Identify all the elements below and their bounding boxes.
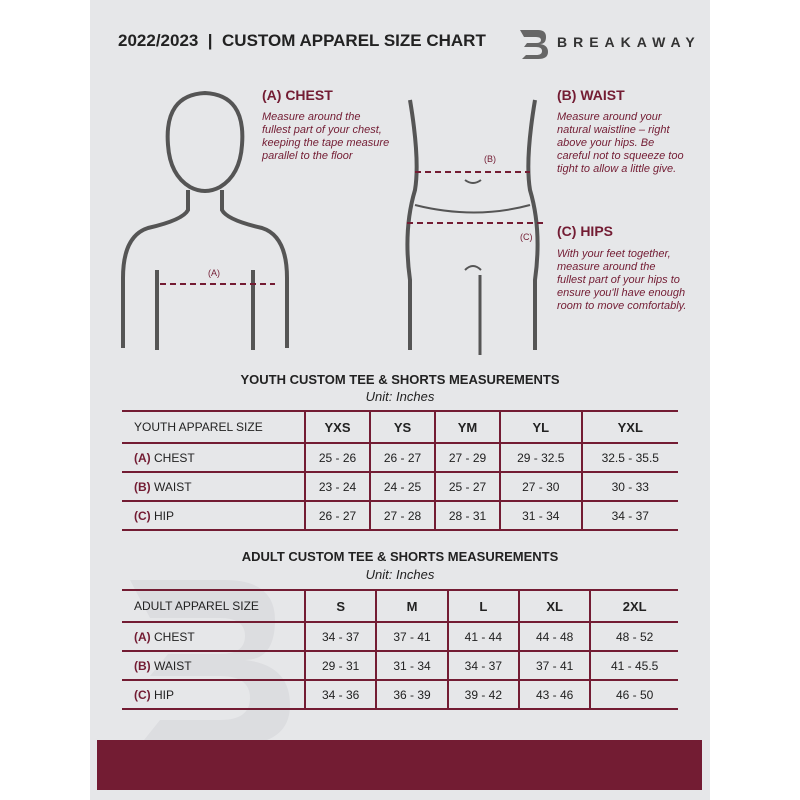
hips-instructions: With your feet together, measure around … bbox=[557, 248, 687, 312]
header-cell: YXL bbox=[580, 411, 678, 444]
value-cell: 44 - 48 bbox=[517, 622, 591, 652]
value-cell: 29 - 32.5 bbox=[499, 443, 582, 473]
header-cell: ADULT APPAREL SIZE bbox=[122, 590, 305, 623]
chest-marker: (A) bbox=[208, 268, 220, 278]
header-cell: L bbox=[446, 590, 519, 623]
value-cell: 27 - 30 bbox=[499, 472, 582, 502]
table-row: (B) WAIST 29 - 31 31 - 34 34 - 37 37 - 41 41 … bbox=[122, 651, 678, 681]
brand-name: BREAKAWAY bbox=[557, 34, 701, 50]
value-cell: 34 - 37 bbox=[580, 501, 678, 531]
header-cell: YS bbox=[369, 411, 435, 444]
measurement-label: (B) WAIST bbox=[122, 472, 305, 502]
measurement-name: HIP bbox=[154, 687, 175, 702]
table-header-row: ADULT APPAREL SIZE S M L XL 2XL bbox=[122, 590, 678, 623]
measurement-code: (C) bbox=[134, 508, 151, 523]
header-cell: 2XL bbox=[589, 590, 678, 623]
measurement-name: HIP bbox=[154, 508, 175, 523]
page-title: 2022/2023 | CUSTOM APPAREL SIZE CHART bbox=[118, 31, 486, 50]
youth-size-table: YOUTH APPAREL SIZE YXS YS YM YL YXL (A) CHEST 2… bbox=[122, 410, 678, 531]
hips-marker: (C) bbox=[520, 232, 533, 242]
adult-table-title: ADULT CUSTOM TEE & SHORTS MEASUREMENTS bbox=[241, 549, 559, 564]
value-cell: 39 - 42 bbox=[446, 680, 519, 710]
hips-heading: (C) HIPS bbox=[557, 223, 613, 239]
measurement-label: (C) HIP bbox=[122, 501, 305, 531]
measurement-code: (A) bbox=[134, 629, 151, 644]
waist-heading: (B) WAIST bbox=[557, 87, 625, 103]
value-cell: 34 - 36 bbox=[303, 680, 377, 710]
value-cell: 36 - 39 bbox=[375, 680, 448, 710]
header-cell: XL bbox=[517, 590, 591, 623]
value-cell: 31 - 34 bbox=[499, 501, 582, 531]
measurement-label: (B) WAIST bbox=[122, 651, 305, 681]
header-cell: YM bbox=[434, 411, 500, 444]
header-cell: YOUTH APPAREL SIZE bbox=[122, 411, 305, 444]
measurement-name: WAIST bbox=[154, 658, 192, 673]
value-cell: 29 - 31 bbox=[303, 651, 377, 681]
value-cell: 37 - 41 bbox=[517, 651, 591, 681]
youth-table-title: YOUTH CUSTOM TEE & SHORTS MEASUREMENTS bbox=[240, 372, 560, 387]
table-header-row: YOUTH APPAREL SIZE YXS YS YM YL YXL bbox=[122, 411, 678, 444]
value-cell: 26 - 27 bbox=[369, 443, 435, 473]
value-cell: 25 - 26 bbox=[304, 443, 370, 473]
value-cell: 28 - 31 bbox=[434, 501, 500, 531]
value-cell: 41 - 44 bbox=[446, 622, 519, 652]
upper-body-illustration bbox=[121, 90, 289, 350]
chest-instructions: Measure around the fullest part of your … bbox=[262, 111, 390, 162]
measurement-code: (C) bbox=[134, 687, 151, 702]
table-row: (C) HIP 26 - 27 27 - 28 28 - 31 31 - 34 34 - … bbox=[122, 501, 678, 531]
value-cell: 30 - 33 bbox=[580, 472, 678, 502]
youth-unit: Unit: Inches bbox=[365, 389, 435, 404]
value-cell: 24 - 25 bbox=[369, 472, 435, 502]
adult-size-table: ADULT APPAREL SIZE S M L XL 2XL (A) CHEST 34 - … bbox=[122, 589, 678, 710]
measurement-code: (B) bbox=[134, 658, 151, 673]
value-cell: 31 - 34 bbox=[375, 651, 448, 681]
value-cell: 48 - 52 bbox=[589, 622, 678, 652]
table-row: (B) WAIST 23 - 24 24 - 25 25 - 27 27 - 30 30 … bbox=[122, 472, 678, 502]
table-row: (C) HIP 34 - 36 36 - 39 39 - 42 43 - 46 46 - … bbox=[122, 680, 678, 710]
value-cell: 27 - 28 bbox=[369, 501, 435, 531]
measurement-code: (A) bbox=[134, 450, 151, 465]
value-cell: 41 - 45.5 bbox=[589, 651, 678, 681]
table-row: (A) CHEST 34 - 37 37 - 41 41 - 44 44 - 48 48 … bbox=[122, 622, 678, 652]
value-cell: 46 - 50 bbox=[589, 680, 678, 710]
measurement-name: CHEST bbox=[154, 629, 195, 644]
value-cell: 32.5 - 35.5 bbox=[580, 443, 678, 473]
adult-unit: Unit: Inches bbox=[365, 567, 435, 582]
measurement-name: WAIST bbox=[154, 479, 192, 494]
chest-heading: (A) CHEST bbox=[262, 87, 333, 103]
header-cell: M bbox=[375, 590, 448, 623]
measurement-label: (A) CHEST bbox=[122, 622, 305, 652]
waist-instructions: Measure around your natural waistline – … bbox=[557, 111, 684, 175]
header-cell: S bbox=[303, 590, 377, 623]
value-cell: 27 - 29 bbox=[434, 443, 500, 473]
breakaway-logo-icon bbox=[520, 30, 548, 59]
table-row: (A) CHEST 25 - 26 26 - 27 27 - 29 29 - 32.5 3… bbox=[122, 443, 678, 473]
value-cell: 25 - 27 bbox=[434, 472, 500, 502]
measurement-code: (B) bbox=[134, 479, 151, 494]
header-cell: YXS bbox=[304, 411, 370, 444]
waist-marker: (B) bbox=[484, 154, 496, 164]
value-cell: 26 - 27 bbox=[304, 501, 370, 531]
measurement-name: CHEST bbox=[154, 450, 195, 465]
header-cell: YL bbox=[499, 411, 582, 444]
value-cell: 34 - 37 bbox=[303, 622, 377, 652]
footer-band bbox=[97, 740, 702, 790]
lower-body-illustration bbox=[405, 99, 545, 355]
value-cell: 37 - 41 bbox=[375, 622, 448, 652]
measurement-label: (C) HIP bbox=[122, 680, 305, 710]
measurement-label: (A) CHEST bbox=[122, 443, 305, 473]
value-cell: 34 - 37 bbox=[446, 651, 519, 681]
value-cell: 43 - 46 bbox=[517, 680, 591, 710]
value-cell: 23 - 24 bbox=[304, 472, 370, 502]
